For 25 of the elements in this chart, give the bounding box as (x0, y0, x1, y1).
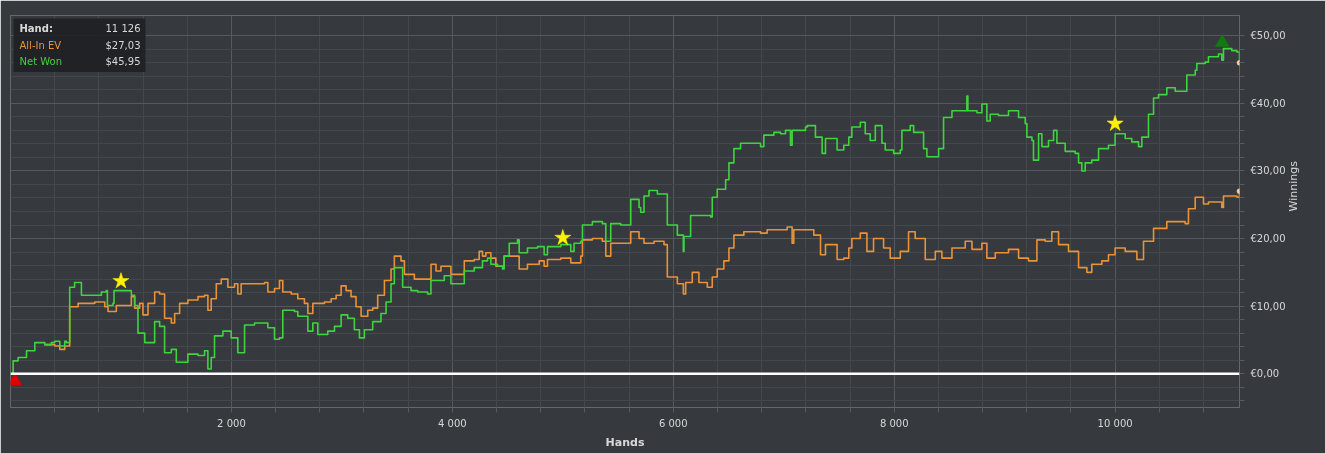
point (1236, 60, 1240, 66)
point (1106, 114, 1124, 131)
x-axis-title: Hands (605, 435, 645, 449)
point (112, 272, 130, 289)
x-tick-label: 10 000 (1097, 417, 1133, 429)
point (1236, 188, 1240, 194)
annotation: $45,95 (105, 56, 141, 68)
x-tick-label: 6 000 (658, 417, 688, 429)
annotation: 11 126 (105, 23, 141, 35)
y-tick-label: €10,00 (1250, 300, 1286, 312)
y-tick-label: €50,00 (1250, 30, 1286, 42)
y-tick-label: €30,00 (1250, 165, 1286, 177)
y-tick-label: €40,00 (1250, 97, 1286, 109)
y-tick-label: €20,00 (1250, 233, 1286, 245)
y-axis-title: Winnings (1286, 160, 1300, 212)
annotation: $27,03 (105, 39, 141, 51)
text: Net Won (19, 56, 62, 68)
x-tick-label: 4 000 (438, 417, 467, 429)
point (1215, 34, 1230, 47)
point (554, 229, 572, 245)
y-tick-label: €0,00 (1250, 368, 1280, 380)
text: All-In EV (19, 39, 62, 51)
x-tick-label: 2 000 (217, 417, 246, 429)
x-tick-label: 8 000 (879, 417, 909, 429)
annotation: Hand: (19, 23, 53, 35)
